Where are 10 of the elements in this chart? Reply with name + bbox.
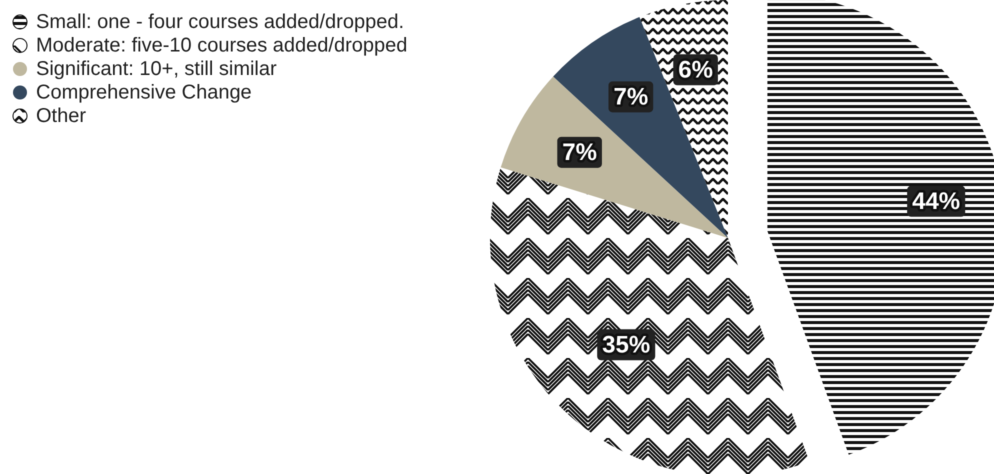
legend-label: Comprehensive Change bbox=[36, 82, 252, 104]
data-label: 44% bbox=[912, 188, 960, 215]
data-label: 7% bbox=[613, 83, 648, 110]
legend-label: Other bbox=[36, 105, 86, 127]
data-label: 35% bbox=[602, 331, 650, 358]
legend-label: Small: one - four courses added/dropped. bbox=[36, 11, 404, 33]
legend-label: Moderate: five-10 courses added/dropped bbox=[36, 34, 408, 56]
data-label: 7% bbox=[562, 138, 597, 166]
legend-label: Significant: 10+, still similar bbox=[36, 58, 277, 80]
data-label: 6% bbox=[678, 56, 713, 84]
